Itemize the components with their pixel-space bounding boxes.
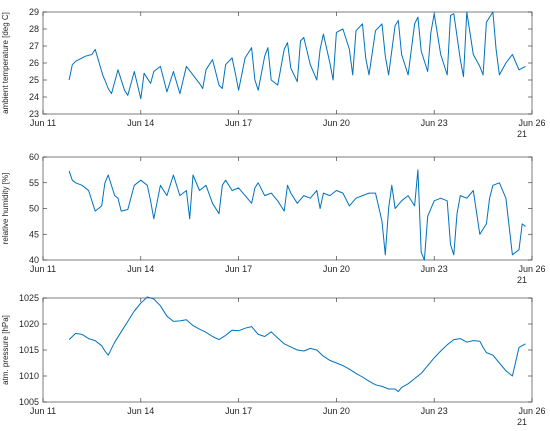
y-tick-label: 26	[29, 58, 39, 68]
y-axis-label: atm. pressure [hPa]	[1, 315, 10, 385]
y-tick-label: 1025	[19, 293, 39, 303]
x-tick-label: Jun 26	[518, 406, 545, 416]
x-tick-label: Jun 20	[323, 264, 350, 274]
plot-area-frame	[42, 156, 533, 261]
y-tick-label: 29	[29, 7, 39, 17]
y-axis-label: ambient temperature [deg C]	[1, 12, 10, 114]
y-axis-label: relative humidity [%]	[1, 173, 10, 245]
y-tick-label: 40	[29, 255, 39, 265]
y-tick-label: 25	[29, 75, 39, 85]
y-tick-label: 50	[29, 204, 39, 214]
y-tick-label: 1020	[19, 319, 39, 329]
x-tick-label: Jun 26	[518, 118, 545, 128]
x-tick-label: Jun 11	[30, 406, 56, 416]
x-tick-label: Jun 17	[225, 118, 252, 128]
x-year-label: 21	[517, 129, 527, 139]
y-tick-label: 27	[29, 41, 39, 51]
y-tick-label: 23	[29, 109, 39, 119]
plot-area-frame	[42, 297, 533, 403]
x-tick-label: Jun 23	[421, 406, 448, 416]
x-tick-label: Jun 20	[323, 118, 350, 128]
x-tick-label: Jun 11	[30, 264, 56, 274]
y-tick-label: 28	[29, 24, 39, 34]
x-tick-label: Jun 23	[421, 264, 448, 274]
x-tick-label: Jun 17	[225, 264, 252, 274]
x-tick-label: Jun 14	[127, 118, 154, 128]
y-tick-label: 24	[29, 92, 39, 102]
plot-area-frame	[42, 11, 533, 115]
series-line	[68, 169, 526, 261]
x-tick-label: Jun 17	[225, 406, 252, 416]
x-tick-label: Jun 11	[30, 118, 56, 128]
series-line	[68, 296, 526, 393]
y-tick-label: 1015	[19, 345, 39, 355]
x-tick-label: Jun 23	[421, 118, 448, 128]
y-tick-label: 60	[29, 152, 39, 162]
x-tick-label: Jun 20	[323, 406, 350, 416]
x-year-label: 21	[517, 275, 527, 285]
y-tick-label: 1010	[19, 371, 39, 381]
y-tick-label: 1005	[19, 397, 39, 407]
x-tick-label: Jun 14	[127, 264, 154, 274]
series-line	[68, 11, 526, 100]
y-tick-label: 55	[29, 178, 39, 188]
x-year-label: 21	[517, 417, 527, 427]
x-tick-label: Jun 26	[518, 264, 545, 274]
x-tick-label: Jun 14	[127, 406, 154, 416]
y-tick-label: 45	[29, 229, 39, 239]
